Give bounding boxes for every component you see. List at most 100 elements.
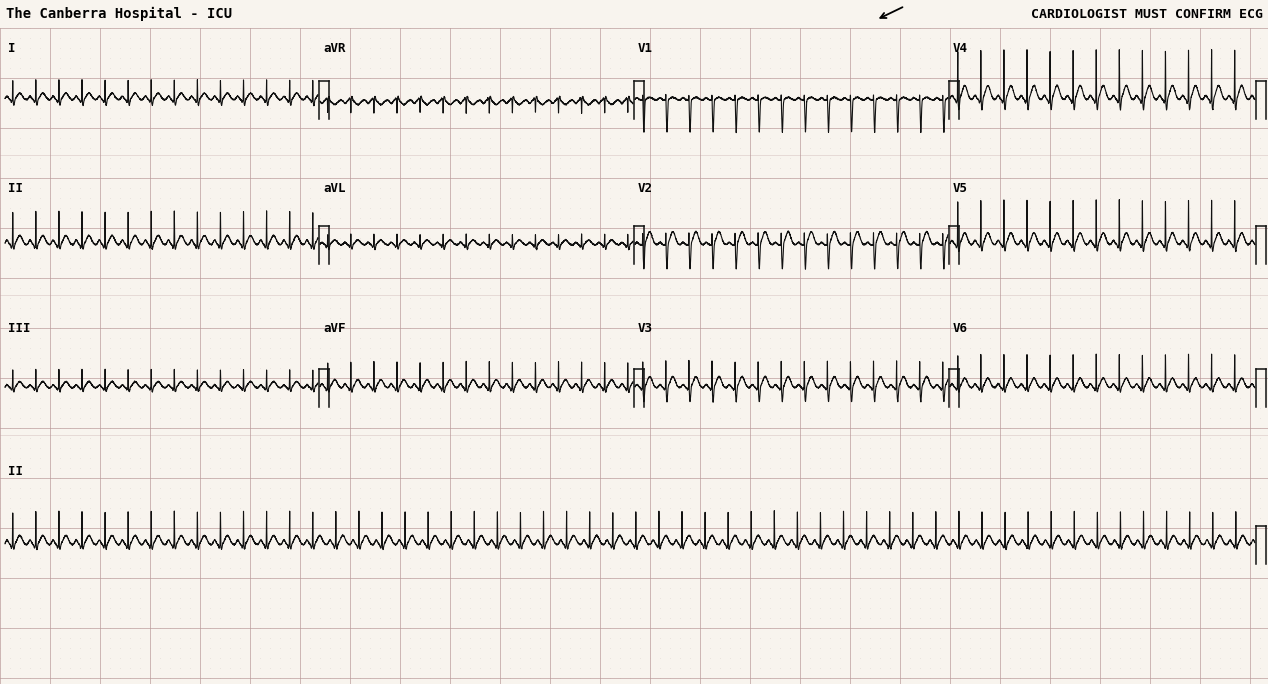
Point [749,592,770,603]
Point [870,83,890,94]
Point [200,62,221,73]
Point [919,573,940,583]
Point [1050,293,1070,304]
Point [489,153,510,163]
Point [919,562,940,573]
Point [170,213,190,224]
Point [970,553,990,564]
Point [1099,542,1120,553]
Point [510,423,530,434]
Point [700,62,720,73]
Point [10,172,30,183]
Point [890,183,910,194]
Point [210,133,231,144]
Point [620,642,640,653]
Point [810,293,831,304]
Point [579,23,600,34]
Point [860,482,880,493]
Point [320,542,340,553]
Point [150,332,170,343]
Point [39,192,60,203]
Point [640,113,661,124]
Point [1080,313,1101,324]
Point [90,622,110,633]
Point [960,373,980,384]
Point [929,252,950,263]
Point [1030,222,1050,233]
Point [330,352,350,363]
Point [420,382,440,393]
Point [320,633,340,644]
Point [70,642,90,653]
Point [1179,113,1200,124]
Point [749,653,770,663]
Point [1030,323,1050,334]
Point [299,613,320,624]
Point [1120,293,1140,304]
Point [1019,243,1040,254]
Point [10,122,30,133]
Point [919,503,940,514]
Point [129,282,150,293]
Point [860,402,880,413]
Point [530,473,550,484]
Point [1099,263,1120,274]
Point [340,663,360,674]
Point [230,453,250,464]
Point [910,53,931,64]
Point [510,603,530,614]
Point [1070,653,1090,663]
Point [100,213,120,224]
Point [350,163,370,174]
Point [1210,642,1230,653]
Point [950,33,970,44]
Point [739,462,760,473]
Point [970,302,990,313]
Point [200,663,221,674]
Point [700,272,720,283]
Point [620,103,640,114]
Point [569,62,590,73]
Point [160,263,180,274]
Point [1110,53,1130,64]
Point [680,633,700,644]
Point [1090,33,1111,44]
Point [389,462,410,473]
Point [250,172,270,183]
Point [700,603,720,614]
Point [0,73,20,83]
Point [950,592,970,603]
Point [560,592,581,603]
Point [910,642,931,653]
Point [350,613,370,624]
Point [460,622,481,633]
Point [810,523,831,534]
Point [880,92,900,103]
Point [39,453,60,464]
Point [500,622,520,633]
Point [470,633,491,644]
Point [180,382,200,393]
Point [970,33,990,44]
Point [770,653,790,663]
Point [20,533,41,544]
Point [0,163,10,174]
Point [479,573,500,583]
Point [590,352,610,363]
Point [430,332,450,343]
Point [1179,603,1200,614]
Point [829,512,850,523]
Point [960,272,980,283]
Point [479,432,500,443]
Point [170,192,190,203]
Point [610,213,630,224]
Point [820,42,841,53]
Point [929,373,950,384]
Point [680,42,700,53]
Point [820,233,841,244]
Point [70,163,90,174]
Point [620,523,640,534]
Point [260,633,280,644]
Text: III: III [8,322,30,335]
Point [1040,263,1060,274]
